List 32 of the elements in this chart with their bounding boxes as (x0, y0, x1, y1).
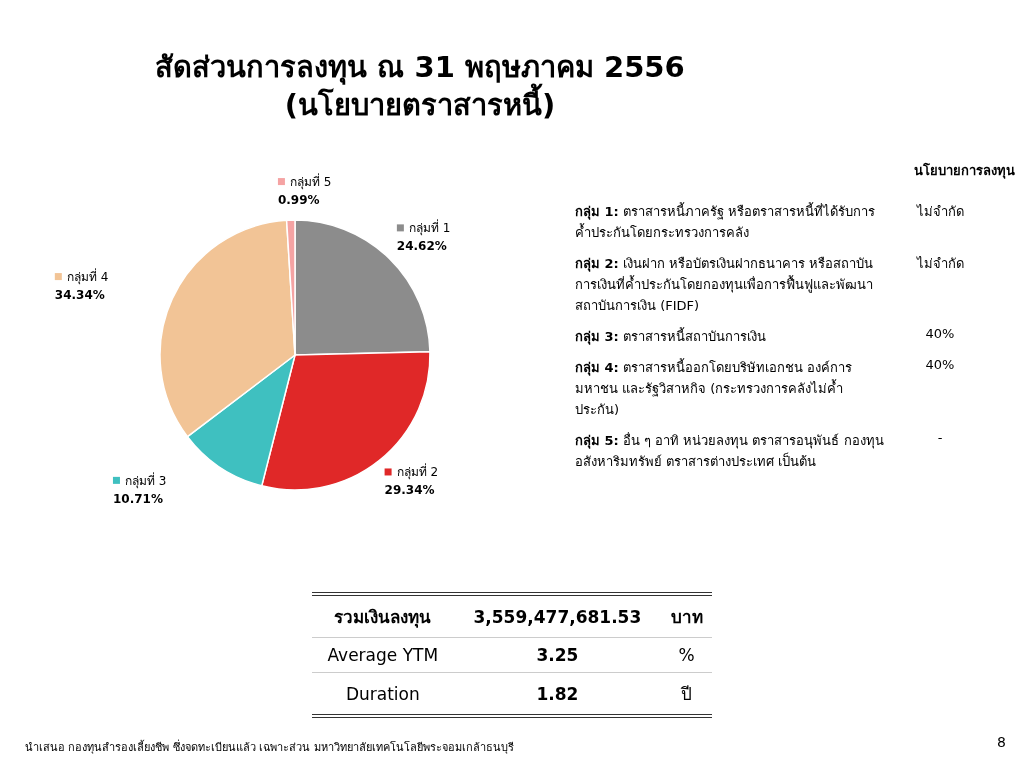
text: นำเสนอ กองทุนสำรองเลี้ยงชีพ ซึ่งจดทะเบียนแล้ว เฉพาะส่วน มหาวิทยาลัยเทคโนโลยีพระจอมเกล้าธนบุรี (25, 738, 514, 756)
text: % (661, 637, 712, 673)
text: 40% (924, 326, 956, 343)
text: Average YTM (312, 637, 454, 673)
text: 1.82 (453, 672, 662, 716)
text: กลุ่ม 5: อื่น ๆ อาทิ หน่วยลงทุน ตราสารอนุพันธ์ กองทุนอสังหาริมทรัพย์ ตราสารต่างประเทศ เป็นต้น (575, 431, 885, 471)
legend-label: กลุ่มที่ 4 (66, 268, 109, 286)
text: 3,559,477,681.53 (453, 594, 662, 638)
data-label: 29.34% (384, 483, 435, 498)
legend-label: กลุ่มที่ 1 (408, 219, 451, 237)
text: 3.25 (453, 637, 662, 673)
text: Duration (312, 672, 454, 716)
legend-label: กลุ่มที่ 3 (124, 471, 167, 489)
text: กลุ่ม 4: ตราสารหนี้ออกโดยบริษัทเอกชน องค์การมหาชน และรัฐวิสาหกิจ (กระทรวงการคลังไม่ค้ำประกัน) (575, 357, 854, 419)
text: นโยบายการลงทุน (913, 162, 1015, 181)
data-label: 10.71% (112, 491, 163, 506)
text: 8 (997, 734, 1006, 750)
data-label: 0.99% (277, 193, 320, 208)
text: กลุ่ม 3: ตราสารหนี้สถาบันการเงิน (575, 326, 767, 347)
text: ปี (661, 672, 712, 716)
data-label: 34.34% (54, 288, 105, 303)
text: กลุ่ม 1: ตราสารหนี้ภาครัฐ หรือตราสารหนี้ที่ได้รับการค้ำประกันโดยกระทรวงการคลัง (575, 201, 877, 242)
text: - (936, 430, 944, 447)
text: รวมเงินลงทุน (312, 594, 454, 638)
text: ไม่จำกัด (915, 255, 965, 273)
legend-label: กลุ่มที่ 2 (396, 463, 439, 481)
text: 40% (924, 357, 956, 374)
text: บาท (661, 594, 712, 638)
text: กลุ่ม 2: เงินฝาก หรือบัตรเงินฝากธนาคาร หรือสถาบันการเงินที่ค้ำประกันโดยกองทุนเพื่อการฟื้นฟูและพัฒนาสถาบันการเงิน (FIDF) (575, 255, 875, 315)
legend-label: กลุ่มที่ 5 (289, 173, 332, 191)
text: ไม่จำกัด (915, 203, 965, 221)
data-label: 24.62% (396, 239, 447, 254)
